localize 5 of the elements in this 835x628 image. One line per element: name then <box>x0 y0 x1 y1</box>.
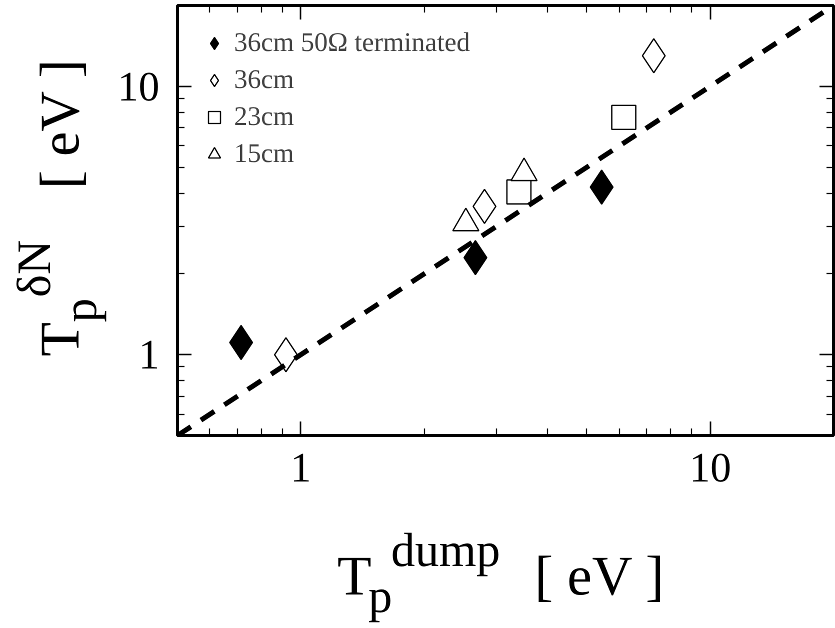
legend-label: 36cm 50Ω terminated <box>234 27 470 58</box>
legend-label: 15cm <box>234 138 294 169</box>
y-axis-title: TpδN [ eV ] <box>8 59 107 356</box>
legend-label: 36cm <box>234 64 294 95</box>
legend-label: 23cm <box>234 101 294 132</box>
